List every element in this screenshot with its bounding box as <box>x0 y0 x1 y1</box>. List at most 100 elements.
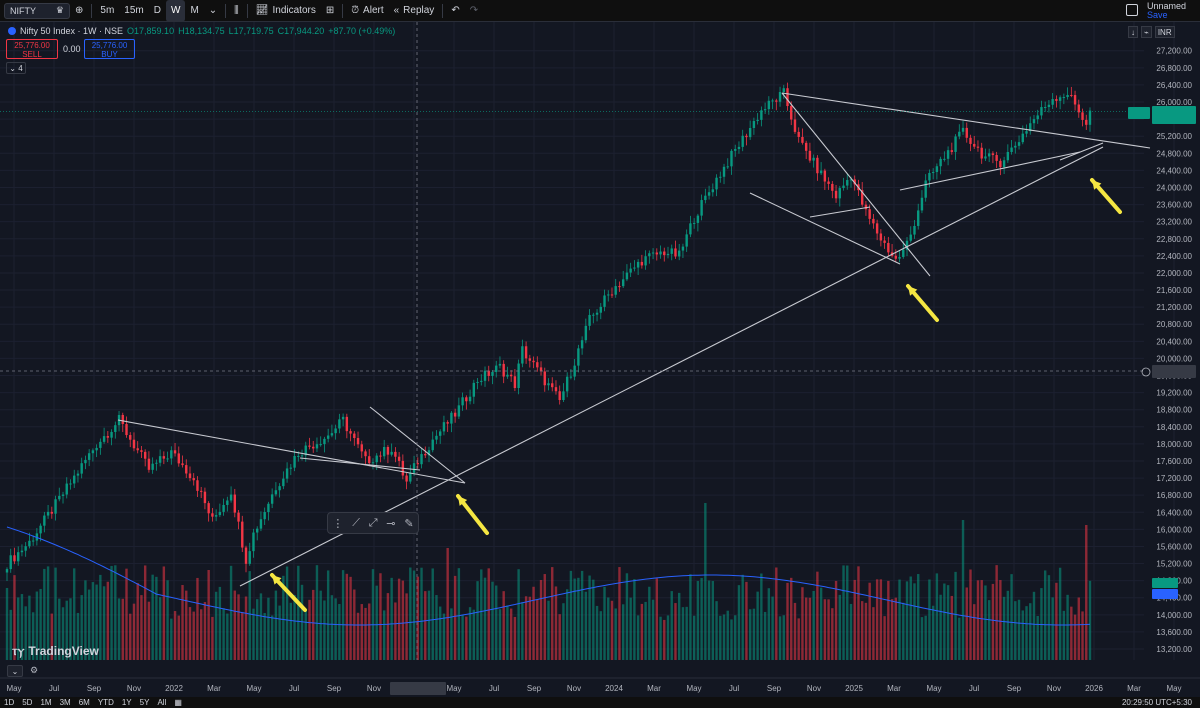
horizontal-line-icon[interactable]: ⊸ <box>386 517 396 530</box>
volume-bar <box>943 583 946 660</box>
sell-button[interactable]: 25,776.00 SELL <box>6 39 58 59</box>
volume-bar <box>887 580 890 660</box>
candle-body <box>114 425 117 432</box>
indicators-collapse[interactable]: ⌄ 4 <box>6 62 26 74</box>
range-1d[interactable]: 1D <box>4 698 15 707</box>
drag-handle-icon[interactable]: ⋮ <box>332 517 344 530</box>
volume-bar <box>663 619 666 660</box>
candle-body <box>1014 145 1017 148</box>
volume-bar <box>69 598 72 660</box>
candles-icon[interactable]: ⫼ <box>234 5 239 16</box>
range-6m[interactable]: 6M <box>78 698 90 707</box>
volume-bar <box>13 575 16 660</box>
trend-line-icon[interactable]: ⟋ <box>352 516 360 529</box>
candle-body <box>151 463 154 470</box>
range-1m[interactable]: 1M <box>40 698 52 707</box>
candle-body <box>326 435 330 439</box>
volume-bar <box>599 611 602 660</box>
volume-bar <box>849 603 853 660</box>
volume-bar <box>203 602 207 660</box>
grid <box>0 22 1175 660</box>
calendar-icon[interactable]: ▦ <box>174 698 182 707</box>
volume-bar <box>1006 590 1010 660</box>
buy-button[interactable]: 25,776.00 BUY <box>84 39 135 59</box>
time-tick-label: 2022 <box>165 684 183 693</box>
add-symbol-icon[interactable]: ⊕ <box>75 5 84 16</box>
templates-icon[interactable]: ⊞ <box>325 5 335 16</box>
interval-5m[interactable]: 5m <box>100 5 115 16</box>
candle-body <box>222 504 225 512</box>
volume-bar <box>20 594 24 660</box>
volume-bar <box>577 577 580 660</box>
candle-body <box>185 465 188 474</box>
volume-bar <box>782 615 785 660</box>
volume-bar <box>278 605 281 660</box>
candle-body <box>681 246 685 251</box>
undo-icon[interactable]: ↶ <box>451 5 460 16</box>
range-1y[interactable]: 1Y <box>121 698 132 707</box>
candle-body <box>312 446 315 449</box>
volume-bar <box>950 595 954 660</box>
brush-icon[interactable]: ✎ <box>404 517 414 530</box>
currency-select[interactable]: INR <box>1154 26 1175 38</box>
volume-bar <box>95 584 98 660</box>
redo-icon[interactable]: ↷ <box>469 5 479 16</box>
candle-body <box>536 362 539 368</box>
volume-bar <box>304 611 307 660</box>
candle-body <box>263 512 266 520</box>
interval-w[interactable]: W <box>165 0 186 22</box>
interval-15m[interactable]: 15m <box>124 5 144 16</box>
volume-bar <box>909 576 912 660</box>
volume-bar <box>259 593 263 660</box>
candle-body <box>54 499 57 514</box>
chevron-down-icon[interactable]: ⌄ <box>208 5 218 16</box>
lock-icon[interactable]: ⌁ <box>1141 26 1152 38</box>
replay-button[interactable]: «Replay <box>389 0 440 22</box>
volume-bar <box>465 616 468 660</box>
volume-bar <box>1036 615 1039 660</box>
candle-body <box>453 412 457 417</box>
volume-bar <box>368 603 371 660</box>
volume-bar <box>506 605 509 660</box>
range-3m[interactable]: 3M <box>59 698 71 707</box>
interval-d[interactable]: D <box>153 5 161 16</box>
volume-bar <box>536 599 539 660</box>
gear-icon[interactable]: ⚙ <box>30 665 39 675</box>
price-tick-label: 20,000.00 <box>1156 354 1192 363</box>
volume-bar <box>539 580 543 660</box>
range-5y[interactable]: 5Y <box>139 698 150 707</box>
volume-bar <box>420 567 423 660</box>
candle-body <box>935 166 939 173</box>
volume-bar <box>199 609 203 660</box>
candle-body <box>931 172 935 174</box>
volume-bar <box>289 602 293 660</box>
volume-bar <box>946 585 950 660</box>
save-link[interactable]: Save <box>1146 10 1168 20</box>
range-5d[interactable]: 5D <box>22 698 33 707</box>
candle-body <box>218 511 222 516</box>
price-chart[interactable]: 27,200.0026,800.0026,400.0026,000.0025,6… <box>0 22 1200 697</box>
indicators-button[interactable]: 📈︎ Indicators <box>251 0 321 22</box>
volume-collapse[interactable]: ⌄ <box>7 665 23 677</box>
candle-body <box>140 450 143 452</box>
layout-name[interactable]: Unnamed Save <box>1147 2 1186 20</box>
candle-body <box>110 431 113 438</box>
layout-square-icon[interactable] <box>1126 4 1138 16</box>
legend-open: O17,859.10 <box>127 26 175 36</box>
ray-icon[interactable]: ⤢ <box>368 516 378 529</box>
candle-body <box>28 540 31 547</box>
arrow-head <box>908 286 918 296</box>
arrow-down-icon[interactable]: ↓ <box>1128 26 1138 38</box>
candle-body <box>293 455 296 468</box>
interval-m[interactable]: M <box>190 5 199 16</box>
alert-button[interactable]: ⏰︎ Alert <box>346 0 388 22</box>
candle-body <box>860 190 864 205</box>
volume-bar <box>143 565 147 660</box>
candle-body <box>872 218 875 224</box>
trend-line <box>369 406 466 484</box>
symbol-search[interactable]: NIFTY ♛ <box>4 2 70 19</box>
indicators-label: Indicators <box>272 5 316 16</box>
range-ytd[interactable]: YTD <box>97 698 114 707</box>
range-all[interactable]: All <box>157 698 167 707</box>
volume-bar <box>872 607 875 660</box>
